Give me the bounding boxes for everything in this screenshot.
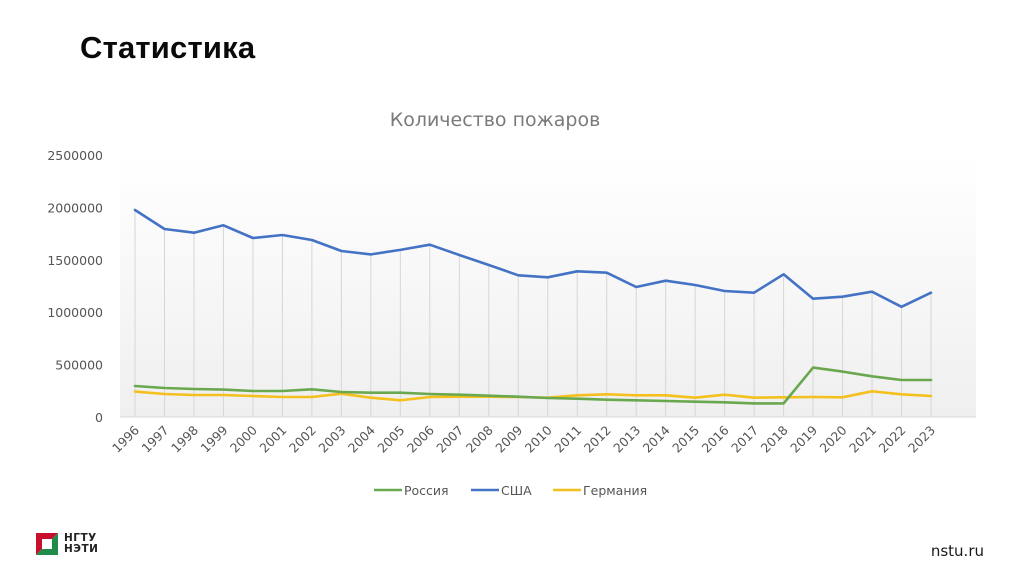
y-tick-label: 0 bbox=[95, 410, 103, 425]
series-lines bbox=[133, 208, 933, 405]
y-axis: 0 500000 1000000 1500000 2000000 2500000 bbox=[47, 148, 103, 425]
x-tick-label: 2009 bbox=[492, 422, 525, 455]
x-tick-label: 2017 bbox=[728, 423, 761, 456]
y-tick-label: 1500000 bbox=[47, 253, 103, 268]
x-tick-label: 2006 bbox=[404, 422, 437, 455]
logo-line-2: НЭТИ bbox=[64, 543, 99, 555]
x-tick-label: 2000 bbox=[227, 422, 260, 455]
x-tick-label: 2023 bbox=[905, 423, 938, 456]
x-tick-label: 1997 bbox=[139, 423, 172, 456]
series-line bbox=[133, 366, 933, 405]
logo-line-1: НГТУ bbox=[64, 532, 97, 544]
legend-label: Россия bbox=[404, 483, 449, 498]
logo-mark-icon bbox=[36, 533, 58, 555]
x-tick-label: 2021 bbox=[846, 423, 879, 456]
y-tick-label: 2500000 bbox=[47, 148, 103, 163]
x-tick-label: 2014 bbox=[640, 422, 673, 455]
x-tick-label: 2003 bbox=[315, 423, 348, 456]
slide-title: Статистика bbox=[80, 30, 256, 65]
x-axis: 1996199719981999200020012002200320042005… bbox=[109, 422, 938, 455]
x-tick-label: 2004 bbox=[345, 422, 378, 455]
x-tick-label: 2008 bbox=[463, 422, 496, 455]
x-tick-label: 2007 bbox=[433, 423, 466, 456]
x-tick-label: 2005 bbox=[374, 423, 407, 456]
x-tick-label: 1996 bbox=[109, 422, 142, 455]
y-tick-label: 2000000 bbox=[47, 200, 103, 215]
x-tick-label: 2020 bbox=[817, 422, 850, 455]
x-tick-label: 2012 bbox=[581, 423, 614, 456]
drop-lines bbox=[134, 210, 932, 417]
x-tick-label: 2002 bbox=[286, 423, 319, 456]
chart-title: Количество пожаров bbox=[390, 109, 601, 131]
nstu-logo: НГТУ НЭТИ bbox=[36, 533, 98, 555]
legend-label: Германия bbox=[583, 483, 647, 498]
y-tick-label: 500000 bbox=[55, 358, 103, 373]
x-tick-label: 2010 bbox=[522, 422, 555, 455]
x-tick-label: 2016 bbox=[699, 422, 732, 455]
x-tick-label: 1999 bbox=[197, 422, 230, 455]
x-tick-label: 2013 bbox=[610, 423, 643, 456]
footer-site-link[interactable]: nstu.ru bbox=[930, 542, 984, 560]
x-tick-label: 2011 bbox=[551, 423, 584, 456]
x-tick-label: 2001 bbox=[256, 423, 289, 456]
x-tick-label: 1998 bbox=[168, 422, 201, 455]
x-tick-label: 2022 bbox=[876, 423, 909, 456]
x-tick-label: 2015 bbox=[669, 423, 702, 456]
y-tick-label: 1000000 bbox=[47, 305, 103, 320]
legend: Россия США Германия bbox=[374, 483, 647, 498]
legend-label: США bbox=[501, 483, 532, 498]
x-tick-label: 2019 bbox=[787, 422, 820, 455]
x-tick-label: 2018 bbox=[758, 422, 791, 455]
series-line bbox=[133, 208, 933, 309]
